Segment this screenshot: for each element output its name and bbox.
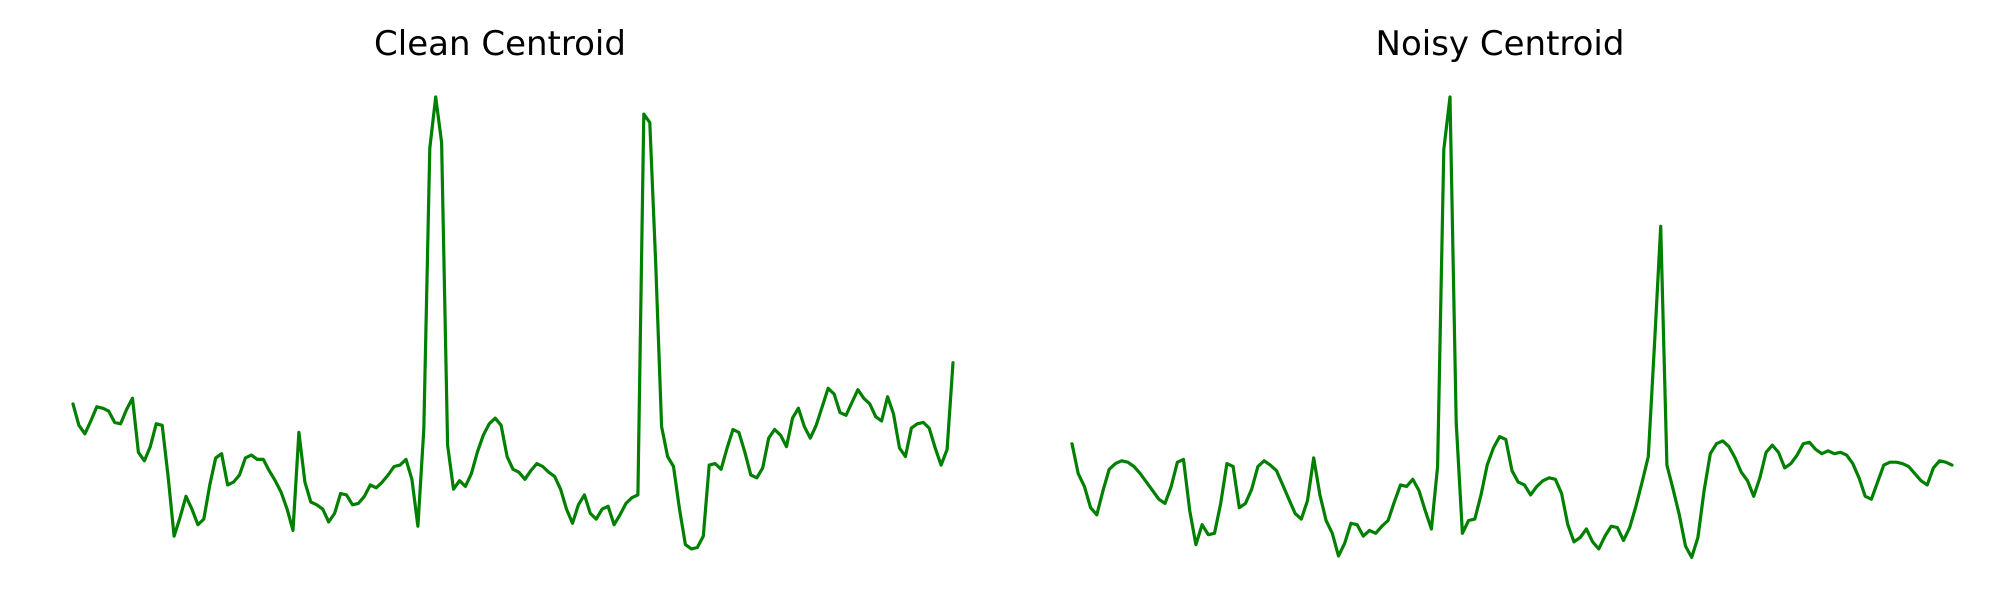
chart-title: Clean Centroid bbox=[374, 24, 626, 64]
clean-centroid-panel: Clean Centroid bbox=[71, 24, 955, 551]
series-line bbox=[1070, 95, 1954, 560]
noisy-centroid-panel: Noisy Centroid bbox=[1000, 0, 2000, 600]
clean-centroid-plot bbox=[71, 95, 955, 551]
series-line bbox=[71, 95, 955, 551]
noisy-centroid-plot bbox=[1070, 95, 1954, 560]
chart-title: Noisy Centroid bbox=[1375, 24, 1625, 64]
